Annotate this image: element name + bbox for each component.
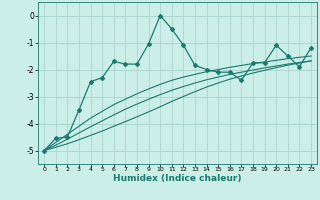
X-axis label: Humidex (Indice chaleur): Humidex (Indice chaleur) bbox=[113, 174, 242, 183]
